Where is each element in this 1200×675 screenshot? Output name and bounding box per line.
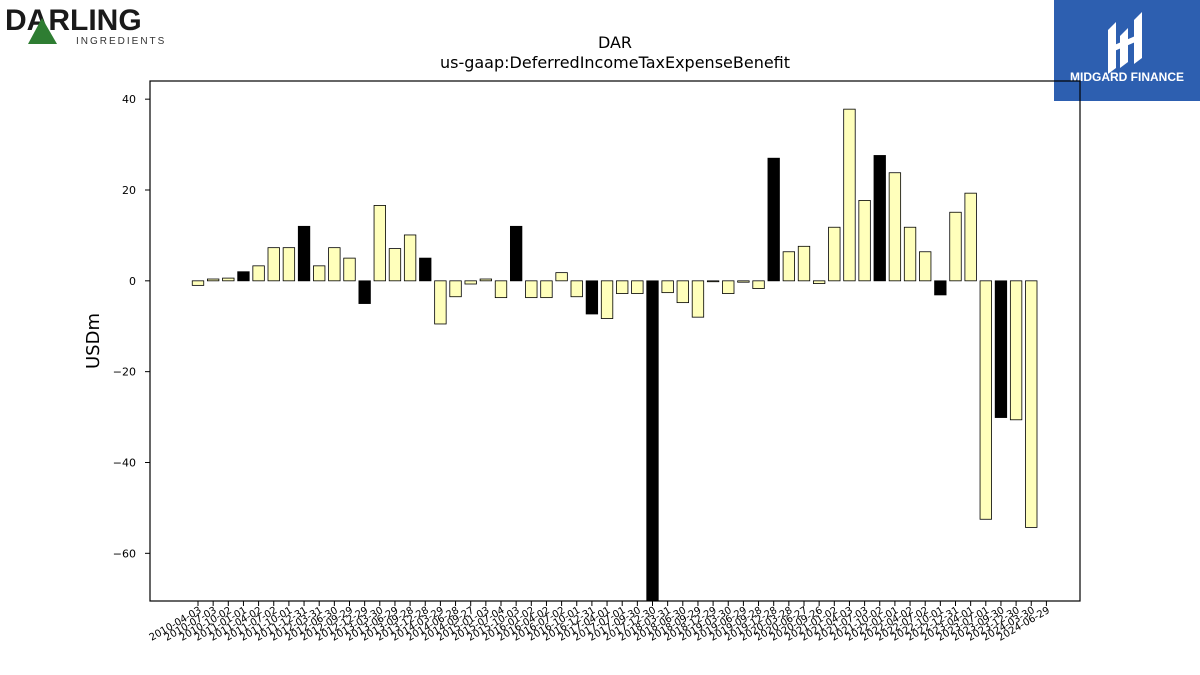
bar-quarter — [888, 172, 902, 282]
logo-triangle-icon — [28, 18, 57, 44]
bar-annual — [509, 225, 523, 282]
bar-annual — [646, 280, 659, 602]
bar-annual — [297, 225, 311, 282]
midgard-wordmark: MIDGARD FINANCE — [1070, 70, 1184, 84]
bar-quarter — [313, 265, 326, 282]
bar-quarter — [661, 280, 674, 294]
bar-quarter — [191, 280, 205, 286]
bar-quarter — [797, 245, 811, 282]
bar-quarter — [388, 248, 402, 282]
bar-quarter — [813, 280, 826, 284]
y-tick-label: −60 — [113, 547, 136, 560]
bar-quarter — [282, 247, 296, 282]
bar-quarter — [691, 280, 705, 318]
y-axis: 40 20 0 −20 −40 −60 — [113, 93, 150, 560]
bar-quarter — [570, 280, 583, 298]
bar-annual — [585, 280, 599, 315]
bar-annual — [934, 280, 947, 296]
logo-wordmark: DARLING — [5, 4, 142, 37]
bar-quarter — [616, 280, 629, 294]
y-tick-label: 0 — [129, 275, 136, 288]
bar-quarter — [979, 280, 992, 520]
bar-quarter — [494, 280, 508, 299]
bar-quarter — [222, 277, 235, 282]
bar-quarter — [464, 280, 477, 285]
y-tick-label: −40 — [113, 456, 136, 469]
y-tick-label: 20 — [122, 184, 136, 197]
bar-quarter — [722, 280, 735, 294]
midgard-mark-icon — [1108, 12, 1142, 74]
bar-quarter — [828, 226, 841, 282]
bar-quarter — [964, 192, 977, 282]
bar-quarter — [949, 211, 962, 282]
bar-quarter — [1009, 280, 1023, 421]
plot-frame — [149, 80, 1081, 602]
bar-quarter — [600, 280, 614, 319]
bar-quarter — [843, 108, 856, 282]
darling-ingredients-logo: DARLING INGREDIENTS — [5, 4, 166, 47]
bar-quarter — [752, 280, 765, 289]
bar-annual — [767, 157, 780, 282]
y-tick-label: −20 — [113, 366, 136, 379]
bar-quarter — [858, 200, 871, 282]
y-axis-label: USDm — [83, 313, 104, 369]
bar-quarter — [540, 280, 553, 299]
bar-quarter — [403, 234, 417, 282]
bar-quarter — [525, 280, 538, 299]
bar-quarter — [206, 278, 220, 282]
bar-quarter — [449, 280, 462, 298]
bar-quarter — [1025, 280, 1038, 528]
midgard-finance-logo: MIDGARD FINANCE — [1054, 0, 1200, 101]
chart-subtitle: us-gaap:DeferredIncomeTaxExpenseBenefit — [440, 53, 790, 72]
bar-quarter — [434, 280, 447, 325]
bar-quarter — [373, 205, 386, 282]
bar-quarter — [706, 280, 720, 283]
bars-group — [191, 108, 1038, 602]
bar-quarter — [903, 226, 917, 282]
bar-annual — [873, 155, 886, 282]
bar-quarter — [919, 251, 932, 282]
chart-title: DAR — [598, 33, 632, 52]
bar-quarter — [555, 272, 568, 282]
bar-quarter — [782, 251, 795, 282]
bar-quarter — [631, 280, 644, 294]
bar-quarter — [676, 280, 689, 304]
logo-subtitle: INGREDIENTS — [76, 36, 166, 47]
bar-quarter — [252, 265, 265, 282]
bar-annual — [237, 271, 250, 282]
bar-annual — [358, 280, 371, 304]
y-tick-label: 40 — [122, 93, 136, 106]
bar-quarter — [479, 278, 493, 282]
bar-quarter — [267, 247, 280, 282]
bar-quarter — [737, 280, 750, 283]
bar-annual — [419, 257, 432, 282]
x-axis: 2010-04-032010-07-032010-10-022011-01-01… — [148, 601, 1052, 644]
bar-quarter — [328, 247, 341, 282]
bar-annual — [994, 280, 1008, 418]
bar-quarter — [343, 257, 356, 282]
